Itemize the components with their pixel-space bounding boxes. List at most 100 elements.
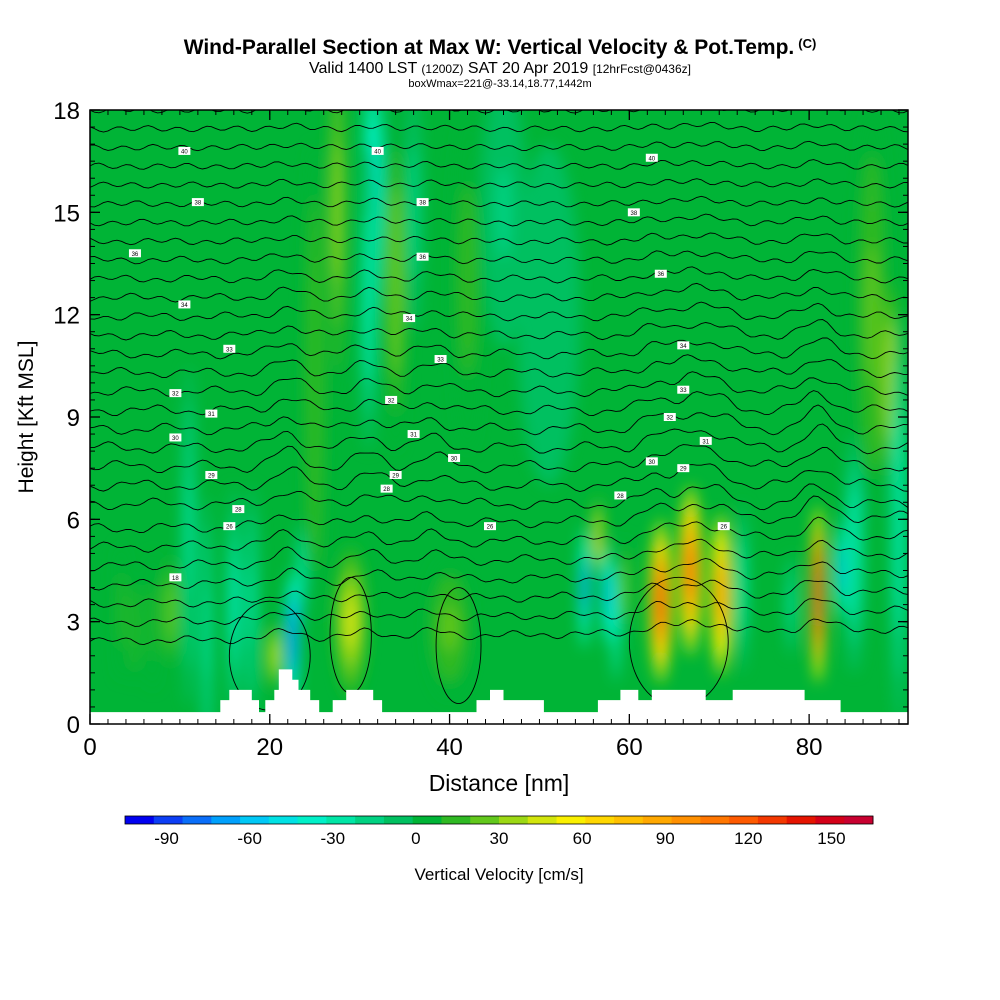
colorbar-swatch	[297, 816, 327, 824]
colorbar-tick-label: 30	[490, 829, 509, 848]
x-tick-label: 40	[436, 734, 463, 761]
colorbar-tick-label: -90	[154, 829, 179, 848]
contour-label: 26	[717, 522, 730, 531]
potential-temperature-contours: 40 40 40 38 38 38 36 36 36 34 34 34 33 33 33 32 32 32 31 31…	[90, 110, 908, 711]
contour-label: 28	[380, 484, 393, 493]
chart-title-text: Wind-Parallel Section at Max W: Vertical…	[183, 36, 795, 59]
contour-label-text: 30	[648, 460, 655, 466]
colorbar-swatch	[499, 816, 529, 824]
colorbar-tick-label: 60	[573, 829, 592, 848]
contour-label: 38	[416, 198, 429, 207]
contour-label-box	[699, 436, 712, 445]
colorbar: -90 -60 -30 0 30 60 90 120 150	[124, 815, 874, 848]
colorbar-swatch	[355, 816, 385, 824]
velocity-cell	[299, 553, 304, 588]
colorbar-swatch	[556, 816, 586, 824]
contour-label-text: 28	[617, 494, 624, 500]
contour-label: 28	[232, 505, 245, 514]
colorbar-frame	[124, 815, 874, 825]
contour-label-box	[677, 341, 690, 350]
theta-contour	[90, 266, 908, 284]
chart-subtitle: Valid 1400 LST (1200Z) SAT 20 Apr 2019 […	[0, 60, 1000, 78]
contour-label-box	[178, 146, 191, 155]
contour-label: 34	[178, 300, 191, 309]
velocity-cell	[717, 566, 725, 623]
colorbar-tick-label: 150	[817, 829, 845, 848]
theta-contour	[90, 558, 908, 591]
contour-label-text: 30	[451, 456, 458, 462]
velocity-cell	[231, 564, 237, 646]
y-tick-label: 12	[53, 303, 80, 330]
contour-label-box	[654, 269, 667, 278]
contour-label-text: 32	[388, 398, 395, 404]
contour-label: 26	[223, 522, 236, 531]
velocity-cell	[204, 585, 209, 679]
contour-label-text: 40	[648, 156, 655, 162]
colorbar-swatch	[412, 816, 442, 824]
contour-label: 40	[178, 146, 191, 155]
contour-label: 26	[484, 522, 497, 531]
contour-label-box	[448, 453, 461, 462]
theta-contour	[90, 301, 908, 322]
velocity-cell	[656, 573, 665, 630]
contour-label: 34	[403, 314, 416, 323]
contour-label: 29	[677, 464, 690, 473]
contour-label: 31	[205, 409, 218, 418]
colorbar-swatch	[786, 816, 816, 824]
y-axis-label: Height [Kft MSL]	[15, 341, 38, 494]
theta-contour	[90, 213, 908, 227]
contour-label: 18	[169, 573, 182, 582]
velocity-cell	[838, 553, 843, 588]
theta-contour	[90, 250, 908, 265]
plot-area: 40 40 40 38 38 38 36 36 36 34 34 34 33 33 33 32 32 32 31 31…	[90, 110, 908, 724]
contour-label-box	[385, 395, 398, 404]
colorbar-tick-label: -60	[237, 829, 262, 848]
velocity-cell	[739, 558, 744, 617]
colorbar-swatch	[211, 816, 241, 824]
velocity-cell	[249, 564, 255, 646]
contour-label-text: 38	[630, 211, 637, 217]
contour-label: 32	[385, 395, 398, 404]
contour-label-text: 33	[680, 388, 687, 394]
x-tick-label: 60	[616, 734, 643, 761]
contour-label: 33	[434, 355, 447, 364]
y-tick-label: 6	[67, 507, 80, 534]
contour-label-box	[717, 522, 730, 531]
contour-label-text: 31	[410, 433, 417, 439]
velocity-cell	[441, 605, 458, 652]
y-tick-label: 18	[53, 98, 80, 125]
velocity-cell	[866, 245, 878, 385]
colorbar-swatch	[240, 816, 270, 824]
box-info: boxWmax=221@-33.14,18.77,1442m	[408, 78, 592, 90]
colorbar-swatch	[671, 816, 701, 824]
theta-contour	[90, 598, 908, 627]
theta-contour	[90, 463, 908, 492]
contour-label: 30	[169, 433, 182, 442]
theta-contour	[90, 371, 908, 398]
colorbar-tick-label: -30	[320, 829, 345, 848]
contour-label-text: 34	[680, 344, 687, 350]
velocity-cell	[311, 301, 319, 465]
colorbar-swatch	[182, 816, 212, 824]
contour-label-text: 30	[172, 436, 179, 442]
contour-label-box	[407, 430, 420, 439]
contour-label-box	[627, 208, 640, 217]
contour-label: 29	[389, 470, 402, 479]
velocity-cell	[886, 348, 894, 418]
theta-contour	[90, 618, 908, 646]
colorbar-swatch	[585, 816, 615, 824]
contour-label-text: 29	[392, 473, 399, 479]
theta-contour	[90, 232, 908, 246]
colorbar-swatch	[527, 816, 558, 824]
contour-label: 36	[416, 252, 429, 261]
velocity-cell	[150, 598, 155, 645]
colorbar-swatch	[125, 816, 155, 824]
contour-label-box	[223, 522, 236, 531]
theta-contour	[90, 122, 908, 133]
contour-label-text: 28	[383, 487, 390, 493]
contour-label: 38	[627, 208, 640, 217]
colorbar-swatch	[642, 816, 673, 824]
contour-label-box	[614, 491, 627, 500]
colorbar-swatch	[844, 816, 874, 824]
velocity-cell	[613, 600, 618, 643]
